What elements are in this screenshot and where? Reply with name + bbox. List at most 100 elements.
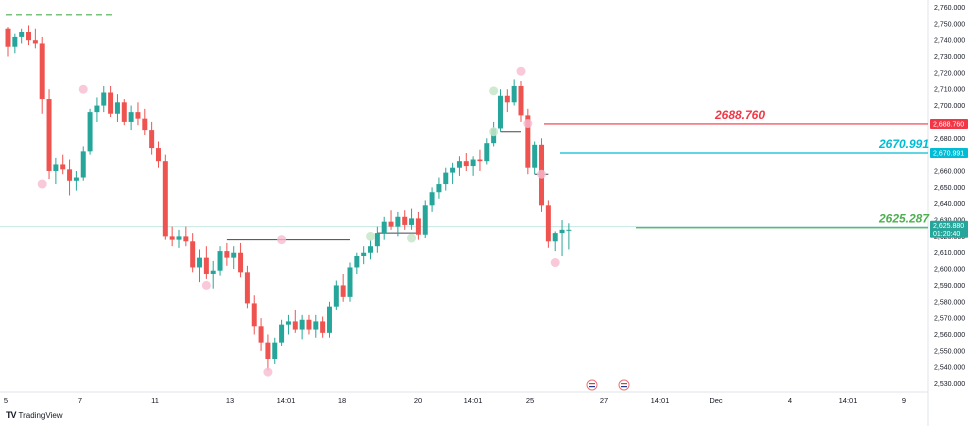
candle-up	[101, 92, 107, 106]
y-tick-label: 2,660.000	[934, 168, 965, 175]
us-flag-stripe	[589, 383, 595, 385]
candle-up	[470, 159, 476, 167]
pivot-low-marker	[263, 367, 273, 377]
candle-up	[114, 102, 120, 114]
candle-up	[217, 251, 223, 271]
candle-up	[176, 236, 182, 240]
candle-down	[60, 164, 66, 170]
x-tick-label: 9	[902, 396, 906, 405]
pivot-high-marker	[277, 235, 287, 245]
candle-down	[340, 285, 346, 297]
y-tick-label: 2,710.000	[934, 87, 965, 94]
candle-down	[190, 241, 196, 268]
y-tick-label: 2,680.000	[934, 136, 965, 143]
candle-down	[402, 216, 408, 225]
candle-down	[46, 99, 52, 171]
x-tick-label: 14:01	[464, 396, 483, 405]
candle-up	[94, 105, 100, 113]
candle-down	[244, 272, 250, 304]
candle-down	[108, 92, 114, 114]
candle-up	[80, 151, 86, 178]
candle-up	[395, 216, 401, 227]
candle-up	[285, 321, 291, 325]
y-tick-label: 2,580.000	[934, 299, 965, 306]
candle-down	[142, 118, 148, 131]
candle-down	[149, 130, 155, 149]
candle-up	[436, 184, 442, 193]
y-tick-label: 2,530.000	[934, 381, 965, 388]
candle-up	[511, 85, 517, 103]
y-tick-label: 2,640.000	[934, 201, 965, 208]
us-flag-icon[interactable]	[618, 379, 630, 391]
candle-down	[504, 95, 510, 103]
y-tick-label: 2,550.000	[934, 348, 965, 355]
candle-down	[518, 85, 524, 116]
pivot-high-marker	[523, 119, 533, 129]
candle-up	[552, 233, 558, 242]
candle-up	[429, 192, 435, 206]
price-badge	[930, 148, 968, 159]
pivot-green-marker	[366, 231, 376, 241]
candle-down	[155, 148, 161, 162]
price-badge-text: 2,688.760	[933, 121, 964, 128]
candle-up	[347, 267, 353, 297]
candle-up	[272, 342, 278, 359]
level-label: 2688.760	[714, 108, 765, 122]
candle-up	[12, 36, 18, 47]
candle-up	[326, 306, 332, 333]
candle-up	[128, 112, 134, 122]
candle-up	[409, 218, 415, 225]
candle-up	[210, 270, 216, 274]
y-tick-label: 2,760.000	[934, 5, 965, 12]
x-tick-label: 7	[78, 396, 82, 405]
current-price-badge	[930, 220, 968, 238]
tradingview-brand: TV TradingView	[6, 410, 63, 420]
candle-down	[224, 251, 230, 258]
y-tick-label: 2,700.000	[934, 103, 965, 110]
x-tick-label: 11	[151, 396, 159, 405]
price-badge	[930, 118, 968, 129]
y-tick-label: 2,570.000	[934, 316, 965, 323]
candle-down	[545, 205, 551, 242]
x-tick-label: 14:01	[839, 396, 858, 405]
x-tick-label: 18	[338, 396, 346, 405]
brand-name: TradingView	[18, 410, 63, 420]
candle-down	[169, 236, 175, 240]
candle-up	[231, 252, 237, 258]
candle-down	[26, 32, 32, 41]
candle-down	[258, 326, 264, 343]
us-flag-stripe	[621, 383, 627, 385]
countdown-text: 01:20:40	[933, 231, 960, 238]
candle-up	[73, 177, 79, 181]
candle-up	[87, 112, 93, 152]
candle-down	[388, 221, 394, 227]
candle-up	[279, 324, 285, 343]
x-tick-label: 5	[4, 396, 8, 405]
candle-up	[299, 319, 305, 330]
candle-down	[265, 342, 271, 359]
y-tick-label: 2,750.000	[934, 21, 965, 28]
level-label: 2670.991	[878, 137, 929, 151]
candle-up	[19, 32, 25, 37]
y-tick-label: 2,600.000	[934, 267, 965, 274]
us-flag-icon[interactable]	[586, 379, 598, 391]
candle-up	[333, 285, 339, 307]
candle-down	[238, 252, 244, 273]
y-tick-label: 2,590.000	[934, 283, 965, 290]
pivot-green-marker	[489, 127, 499, 137]
candle-up	[450, 167, 456, 173]
candle-up	[422, 205, 428, 235]
y-tick-label: 2,560.000	[934, 332, 965, 339]
candle-up	[313, 321, 319, 330]
level-label: 2625.287	[878, 212, 930, 226]
candle-up	[456, 161, 462, 168]
candle-down	[320, 321, 326, 333]
pivot-high-marker	[516, 66, 526, 76]
candle-down	[121, 102, 127, 122]
x-tick-label: 14:01	[277, 396, 296, 405]
price-badge-text: 2,670.991	[933, 151, 964, 158]
y-tick-label: 2,610.000	[934, 250, 965, 257]
candle-down	[67, 169, 73, 181]
